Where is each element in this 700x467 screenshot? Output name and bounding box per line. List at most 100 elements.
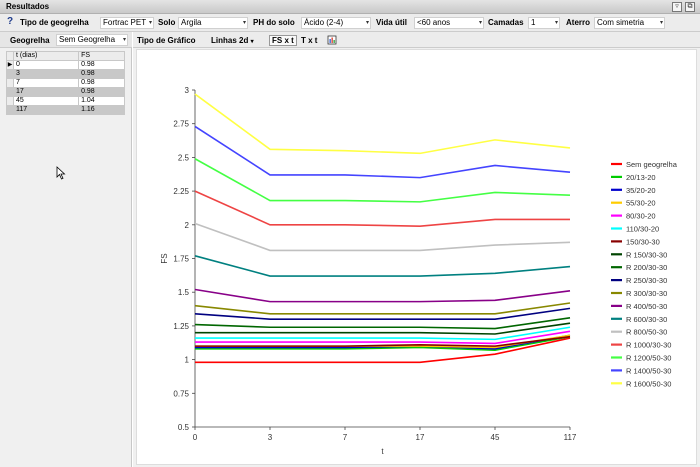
- cell-fs[interactable]: 0.98: [78, 69, 125, 79]
- chart-panel: Tipo de Gráfico Linhas 2d ▾ FS x t T x t…: [133, 32, 700, 467]
- geogrelha-select[interactable]: Sem Geogrelha ▾: [56, 34, 128, 46]
- ph-select[interactable]: Ácido (2-4) ▾: [301, 17, 371, 29]
- y-tick-label: 1.25: [173, 322, 189, 331]
- mouse-cursor-icon: [56, 166, 66, 180]
- title-bar: Resultados ▿ ⧉: [0, 0, 700, 14]
- series-line: [195, 335, 571, 347]
- y-axis-title: FS: [160, 253, 169, 263]
- cell-fs[interactable]: 1.16: [78, 105, 125, 115]
- legend-entry: Sem geogrelha: [626, 160, 678, 169]
- results-panel: Geogrelha Sem Geogrelha ▾ t (dias) FS ▶ 0…: [0, 32, 132, 467]
- aterro-select[interactable]: Com simetria ▾: [594, 17, 665, 29]
- restore-icon[interactable]: ⧉: [685, 2, 695, 12]
- chart-area: 0.5 0.75 1 1.25 1.5 1.75 2 2.25 2.5 2.75 3 0 3 7 17 45 1…: [136, 49, 697, 465]
- series-line: [194, 288, 571, 303]
- legend-entry: R 1200/50-30: [626, 354, 671, 363]
- help-icon[interactable]: ?: [7, 16, 14, 27]
- table-row[interactable]: 117 1.16: [6, 105, 125, 115]
- camadas-select[interactable]: 1 ▾: [528, 17, 560, 29]
- legend-entry: R 600/30-30: [626, 315, 667, 324]
- chart-copy-icon[interactable]: [327, 35, 337, 45]
- table-row[interactable]: 7 0.98: [6, 78, 125, 88]
- row-indicator: [6, 69, 14, 79]
- y-tick-label: 2: [185, 221, 190, 230]
- table-row[interactable]: 3 0.98: [6, 69, 125, 79]
- series-line: [194, 317, 571, 330]
- x-tick-label: 45: [491, 433, 500, 442]
- cell-t[interactable]: 17: [12, 87, 80, 97]
- y-tick-label: 0.5: [178, 423, 190, 432]
- parameters-bar: ? Tipo de geogrelha Fortrac PET ▾ Solo Ar…: [0, 14, 700, 32]
- series-line: [194, 302, 571, 315]
- x-tick-label: 0: [193, 433, 198, 442]
- cell-t[interactable]: 117: [12, 105, 80, 115]
- vida-util-select[interactable]: <60 anos ▾: [414, 17, 484, 29]
- series-line: [195, 335, 571, 351]
- solo-select[interactable]: Argila ▾: [178, 17, 248, 29]
- series-line: [195, 337, 571, 364]
- legend-entry: 20/13-20: [626, 173, 656, 182]
- camadas-label: Camadas: [488, 18, 524, 27]
- cell-t[interactable]: 0: [12, 60, 80, 70]
- column-header-t[interactable]: t (dias): [12, 51, 80, 61]
- vida-util-label: Vida útil: [376, 18, 407, 27]
- aterro-label: Aterro: [566, 18, 591, 27]
- row-indicator-header: [6, 51, 14, 61]
- series-line: [195, 326, 571, 341]
- row-selector-icon[interactable]: ▶: [6, 60, 14, 70]
- y-tick-label: 3: [185, 86, 190, 95]
- cell-fs[interactable]: 1.04: [78, 96, 125, 106]
- fs-x-t-button[interactable]: FS x t: [269, 35, 297, 46]
- legend-entry: 55/30-20: [626, 199, 656, 208]
- cell-t[interactable]: 45: [12, 96, 80, 106]
- geogrelha-bar: Geogrelha Sem Geogrelha ▾: [0, 32, 132, 48]
- legend-entry: 80/30-20: [626, 212, 656, 221]
- legend-entry: R 800/50-30: [626, 328, 667, 337]
- legend-entry: 110/30-20: [626, 225, 659, 234]
- fs-line-chart: 0.5 0.75 1 1.25 1.5 1.75 2 2.25 2.5 2.75 3 0 3 7 17 45 1…: [160, 86, 678, 456]
- legend-entry: R 200/30-30: [626, 263, 667, 272]
- ph-label: PH do solo: [253, 18, 295, 27]
- series-line: [194, 158, 571, 203]
- row-indicator: [6, 105, 14, 115]
- solo-label: Solo: [158, 18, 176, 27]
- series-line: [195, 322, 571, 335]
- t-x-t-button[interactable]: T x t: [301, 36, 318, 45]
- x-tick-label: 7: [343, 433, 348, 442]
- table-row[interactable]: 17 0.98: [6, 87, 125, 97]
- results-table: t (dias) FS ▶ 0 0.98 3 0.98 7 0.98 17 0.…: [6, 51, 125, 115]
- column-header-fs[interactable]: FS: [78, 51, 125, 61]
- x-tick-label: 17: [416, 433, 425, 442]
- chart-type-dropdown[interactable]: Linhas 2d ▾: [211, 36, 254, 45]
- legend-entry: 150/30-30: [626, 237, 660, 246]
- cell-t[interactable]: 3: [12, 69, 80, 79]
- y-tick-label: 2.5: [178, 153, 190, 162]
- x-tick-label: 117: [564, 433, 577, 442]
- y-tick-label: 1: [185, 356, 190, 365]
- geogrelha-label: Geogrelha: [10, 36, 50, 45]
- y-tick-label: 2.75: [173, 120, 189, 129]
- tipo-geogrelha-select[interactable]: Fortrac PET ▾: [100, 17, 154, 29]
- cell-fs[interactable]: 0.98: [78, 78, 125, 88]
- filter-icon[interactable]: ▿: [672, 2, 682, 12]
- table-row[interactable]: 45 1.04: [6, 96, 125, 106]
- series-line: [194, 93, 571, 155]
- tipo-grafico-label: Tipo de Gráfico: [137, 36, 196, 45]
- table-header-row: t (dias) FS: [6, 51, 125, 61]
- cell-fs[interactable]: 0.98: [78, 60, 125, 70]
- series-line: [194, 255, 571, 277]
- row-indicator: [6, 87, 14, 97]
- legend-entry: R 1000/30-30: [626, 341, 671, 350]
- legend-entry: R 1400/50-30: [626, 366, 671, 375]
- legend-entry: 35/20-20: [626, 186, 656, 195]
- x-axis-title: t: [381, 447, 384, 456]
- table-row[interactable]: ▶ 0 0.98: [6, 60, 125, 70]
- tipo-geogrelha-label: Tipo de geogrelha: [20, 18, 89, 27]
- series-line: [195, 330, 571, 345]
- series-line: [194, 125, 571, 179]
- series-line: [194, 222, 571, 252]
- x-tick-label: 3: [268, 433, 273, 442]
- cell-t[interactable]: 7: [12, 78, 80, 88]
- cell-fs[interactable]: 0.98: [78, 87, 125, 97]
- window-title: Resultados: [6, 2, 50, 11]
